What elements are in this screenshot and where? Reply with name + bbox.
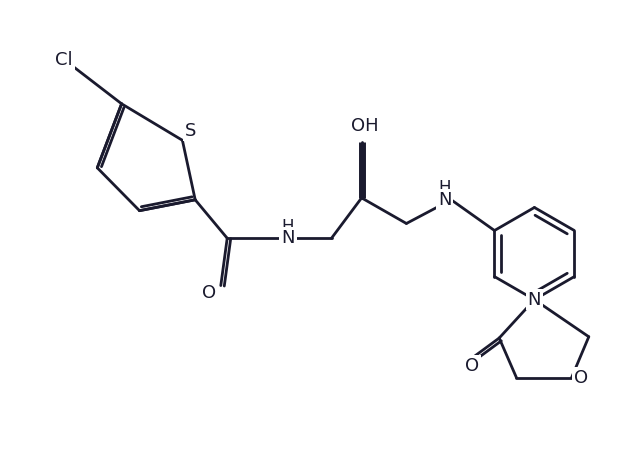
Text: Cl: Cl [55,51,73,69]
Text: O: O [202,284,216,302]
Text: N: N [527,290,541,309]
Text: N: N [281,229,295,247]
Text: H: H [438,179,451,197]
Text: O: O [465,357,479,375]
Text: N: N [438,191,452,209]
Text: O: O [574,369,588,387]
Text: OH: OH [351,117,379,135]
Text: S: S [184,122,196,140]
Text: H: H [282,218,294,235]
